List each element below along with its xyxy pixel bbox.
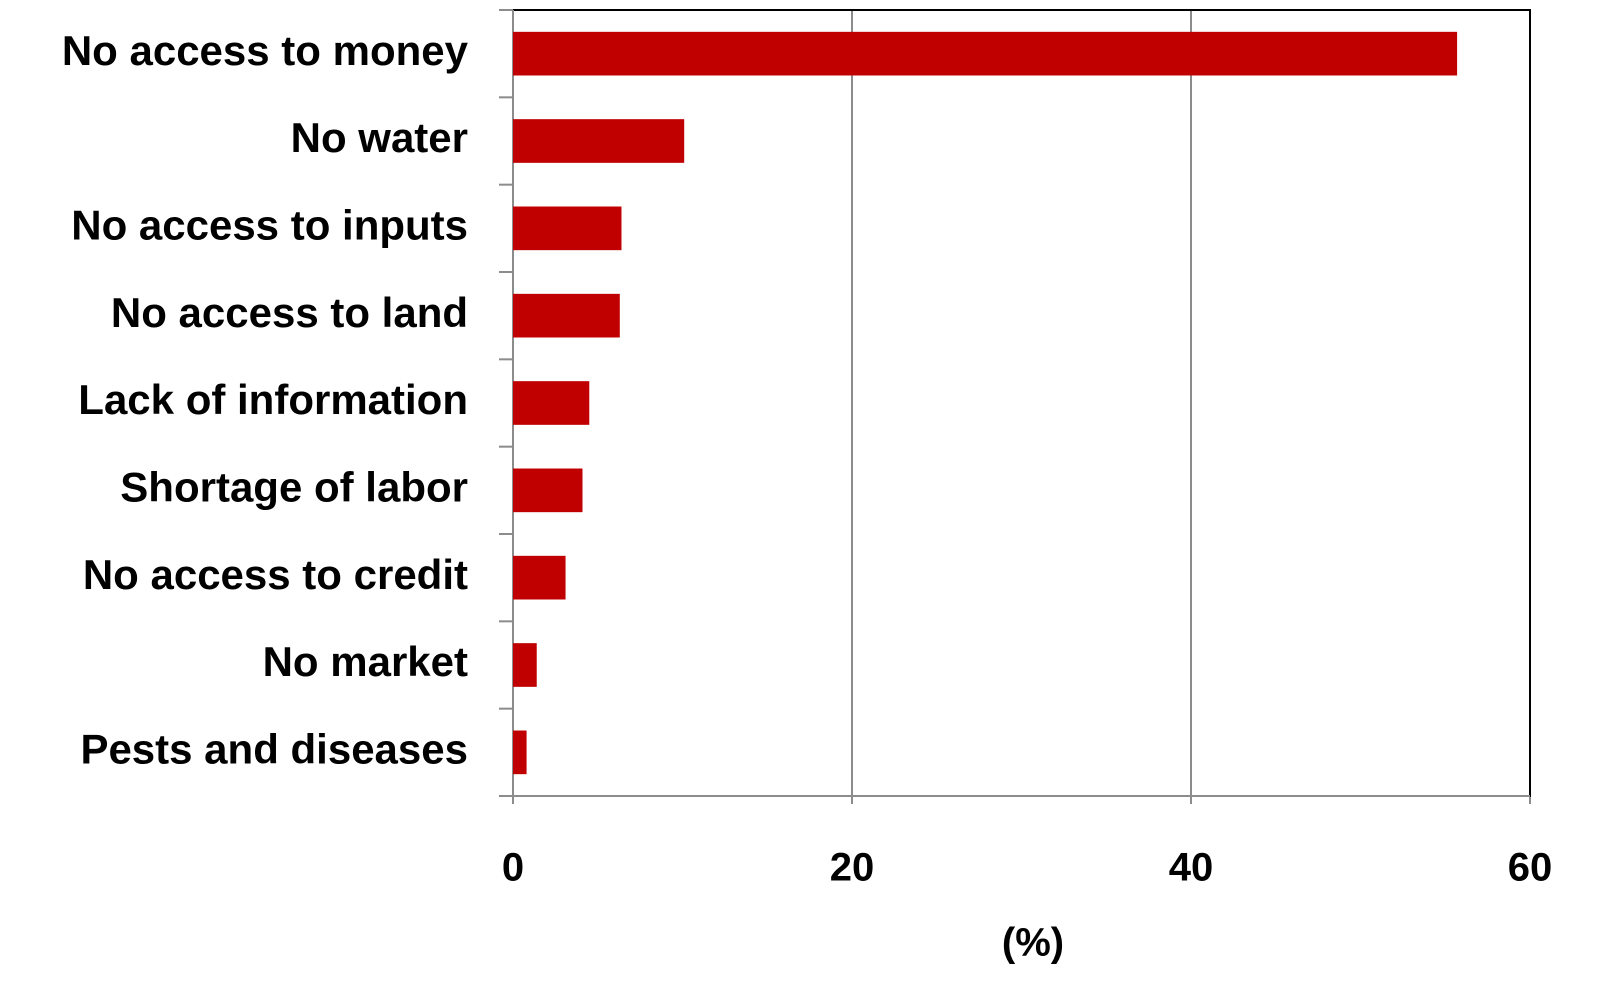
- bar: [513, 643, 537, 687]
- y-tick-label: No market: [263, 638, 468, 685]
- bar: [513, 293, 620, 338]
- x-tick-label: 60: [1508, 846, 1553, 890]
- x-tick-label: 20: [830, 846, 875, 890]
- y-tick-label: Shortage of labor: [120, 463, 468, 510]
- bar: [513, 31, 1458, 76]
- y-tick-label: Lack of information: [78, 376, 468, 423]
- bar: [513, 206, 622, 251]
- bar: [513, 468, 583, 513]
- x-tick-label: 0: [502, 846, 524, 890]
- y-tick-label: No access to credit: [83, 551, 468, 598]
- x-axis-label: (%): [1002, 921, 1064, 965]
- y-tick-label: No water: [291, 114, 468, 161]
- y-tick-label: No access to money: [62, 27, 469, 74]
- bar: [513, 730, 527, 775]
- y-tick-label: No access to land: [111, 289, 468, 336]
- y-tick-label: No access to inputs: [71, 201, 468, 248]
- bar: [513, 119, 685, 163]
- x-tick-label: 40: [1169, 846, 1214, 890]
- bar: [513, 381, 590, 425]
- bar: [513, 555, 566, 600]
- y-tick-label: Pests and diseases: [80, 725, 468, 772]
